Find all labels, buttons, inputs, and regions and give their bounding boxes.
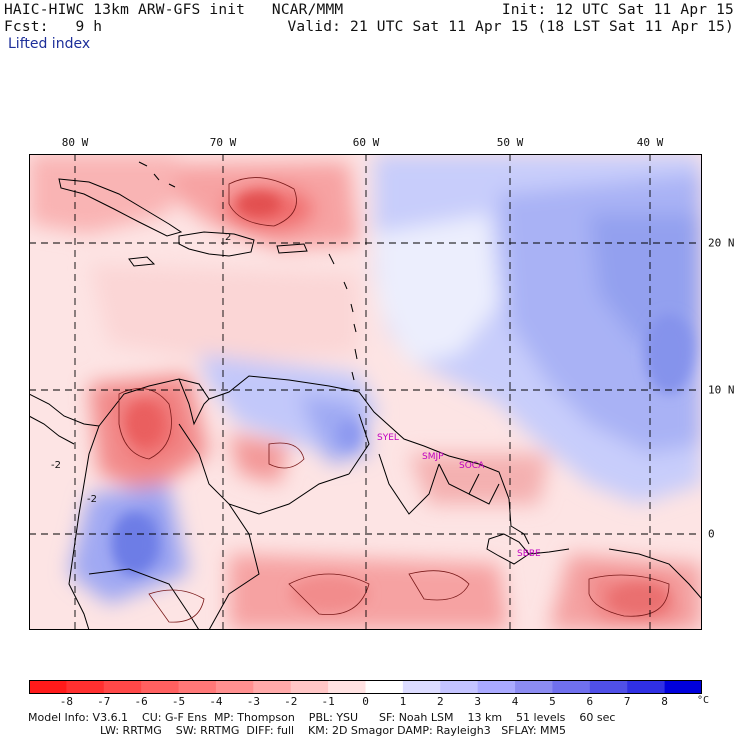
colorbar-tick-label: -6: [134, 695, 148, 708]
colorbar-swatch: [664, 680, 702, 694]
colorbar-swatch: [440, 680, 479, 694]
graticule: [29, 154, 702, 630]
footer-model-info: Model Info: V3.6.1 CU: G-F Ens MP: Thomp…: [28, 711, 616, 724]
colorbar-swatch: [290, 680, 329, 694]
station-label: SMJP: [422, 452, 444, 462]
colorbar-tick-label: -2: [284, 695, 298, 708]
contour-lines: [118, 177, 670, 623]
colorbar-tick-label: 5: [549, 695, 556, 708]
colorbar-tick-label: 3: [474, 695, 481, 708]
colorbar-tick-label: 2: [436, 695, 444, 708]
colorbar-tick-label: -8: [59, 695, 73, 708]
colorbar-swatch: [402, 680, 441, 694]
colorbar-swatch: [178, 680, 217, 694]
colorbar-tick-label: 4: [511, 695, 519, 708]
colorbar-tick-label: -1: [321, 695, 335, 708]
field-name: Lifted index: [8, 36, 91, 52]
colorbar-swatch: [515, 680, 553, 694]
station-label: SBBE: [517, 549, 541, 559]
valid-time: Valid: 21 UTC Sat 11 Apr 15 (18 LST Sat …: [287, 19, 734, 35]
colorbar-tick-label: -5: [171, 695, 186, 708]
station-label: SYEL: [377, 433, 399, 443]
colorbar-swatch: [477, 680, 516, 694]
colorbar: [29, 680, 702, 694]
contour-label: -2: [51, 460, 61, 471]
lat-label-10n: 10 N: [708, 383, 735, 397]
colorbar-swatch: [103, 680, 142, 694]
colorbar-tick-label: -7: [97, 695, 111, 708]
colorbar-frame: [29, 680, 702, 694]
lon-label-70w: 70 W: [209, 136, 237, 149]
colorbar-unit: °C: [697, 695, 710, 706]
lon-label-60w: 60 W: [352, 136, 380, 149]
colorbar-swatch: [365, 680, 404, 694]
map-frame: [29, 154, 702, 630]
colorbar-swatch: [589, 680, 628, 694]
lat-label-20n: 20 N: [708, 236, 735, 250]
colorbar-swatch: [29, 680, 67, 694]
colorbar-tick-label: -4: [209, 695, 223, 708]
station-label: SOCA: [459, 461, 485, 471]
colorbar-swatch: [253, 680, 292, 694]
colorbar-swatch: [627, 680, 666, 694]
forecast-hour: Fcst: 9 h: [4, 19, 103, 35]
lon-label-80w: 80 W: [61, 136, 89, 149]
coastlines: [29, 161, 702, 630]
field-shading: [29, 154, 702, 630]
footer-physics-info: LW: RRTMG SW: RRTMG DIFF: full KM: 2D Sm…: [100, 724, 566, 737]
colorbar-tick-label: -3: [246, 695, 260, 708]
model-title: HAIC-HIWC 13km ARW-GFS init NCAR/MMM: [4, 2, 344, 18]
lon-label-50w: 50 W: [496, 136, 524, 149]
colorbar-tick-label: 6: [586, 695, 594, 708]
contour-label: -2: [87, 494, 97, 505]
colorbar-swatch: [141, 680, 180, 694]
colorbar-tick-label: 8: [661, 695, 668, 708]
colorbar-tick-label: 7: [623, 695, 631, 708]
colorbar-swatch: [328, 680, 366, 694]
colorbar-tick-label: 0: [362, 695, 369, 708]
init-time: Init: 12 UTC Sat 11 Apr 15: [501, 2, 734, 18]
colorbar-swatch: [66, 680, 105, 694]
colorbar-tick-label: 1: [399, 695, 407, 708]
lon-label-40w: 40 W: [636, 136, 664, 149]
contour-label: 2: [225, 232, 231, 243]
lat-label-0: 0: [708, 527, 715, 541]
lifted-index-map: SYEL SMJP SOCA SBBE 2 -2 -2: [29, 154, 702, 630]
colorbar-swatch: [215, 680, 254, 694]
colorbar-swatch: [552, 680, 591, 694]
field-details: [112, 192, 694, 615]
